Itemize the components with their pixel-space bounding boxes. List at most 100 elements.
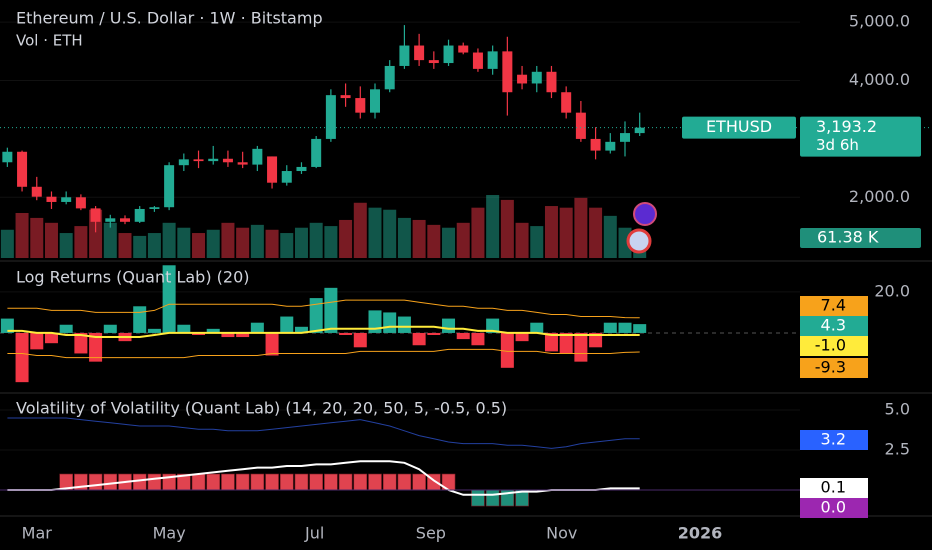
candle-body — [105, 218, 116, 222]
volume-bar — [456, 222, 470, 258]
symbol-box — [682, 116, 796, 139]
histogram-bar — [515, 332, 529, 342]
x-tick-label: Mar — [22, 524, 53, 543]
candle-body — [325, 95, 336, 139]
histogram-bar — [324, 473, 338, 491]
candle-body — [340, 95, 351, 99]
candle-body — [517, 74, 528, 84]
candle-body — [487, 51, 498, 69]
histogram-bar — [589, 332, 603, 348]
histogram-bar — [74, 332, 88, 354]
volume-bar — [162, 222, 176, 258]
candle-body — [46, 196, 57, 202]
volume-bar — [603, 215, 617, 258]
histogram-bar — [89, 332, 103, 362]
histogram-bar — [338, 473, 353, 491]
value-box — [800, 358, 868, 378]
histogram-bar — [339, 332, 353, 335]
volume-bar — [59, 233, 73, 258]
x-tick-label: May — [153, 524, 186, 543]
candle-body — [252, 148, 263, 165]
last-price-label: 3,193.2 — [816, 117, 877, 136]
volume-bar — [0, 229, 14, 258]
pane-title: Log Returns (Quant Lab) (20) — [16, 268, 250, 287]
candle-body — [267, 156, 278, 183]
histogram-bar — [103, 324, 117, 333]
histogram-bar — [397, 473, 412, 491]
symbol-label: ETHUSD — [706, 117, 772, 136]
volume-bar — [397, 217, 411, 258]
histogram-bar — [294, 473, 309, 491]
value-box — [800, 478, 868, 498]
volume-bar — [280, 233, 294, 258]
volume-bar — [309, 222, 323, 258]
x-tick-label: Sep — [416, 524, 446, 543]
volume-bar — [530, 226, 544, 258]
histogram-bar — [412, 332, 426, 346]
candle-body — [605, 141, 616, 151]
histogram-bar — [103, 473, 118, 491]
volume-bar — [192, 233, 206, 258]
chart-title: Ethereum / U.S. Dollar · 1W · Bitstamp — [16, 9, 323, 28]
volume-bar — [221, 222, 235, 258]
volume-bar — [368, 207, 382, 258]
y-tick-label: 5,000.0 — [849, 12, 910, 31]
histogram-bar — [633, 324, 647, 333]
volume-bar — [103, 222, 117, 258]
histogram-bar — [559, 332, 573, 354]
y-tick-label: 5.0 — [885, 400, 910, 419]
histogram-bar — [221, 332, 235, 338]
event-icon[interactable] — [633, 202, 657, 226]
x-tick-label: Nov — [546, 524, 577, 543]
indicator-line — [7, 348, 640, 359]
volume-bar — [44, 222, 58, 258]
candle-body — [370, 89, 380, 113]
event-icon[interactable] — [626, 228, 652, 254]
histogram-bar — [500, 332, 514, 368]
candle-body — [428, 60, 439, 64]
candle-body — [443, 45, 454, 64]
indicator-line — [7, 417, 640, 449]
volume-bar — [515, 222, 529, 258]
y-tick-label: 2.5 — [885, 440, 910, 459]
value-box — [800, 430, 868, 450]
histogram-bar — [544, 332, 558, 352]
x-tick-label: 2026 — [678, 524, 723, 543]
indicator-line — [7, 325, 640, 338]
histogram-bar — [191, 473, 206, 491]
volume-bar — [383, 209, 397, 258]
line-value-label: -9.3 — [815, 358, 846, 377]
volume-bar — [500, 199, 514, 258]
volume-bar — [589, 207, 603, 258]
volume-bar — [427, 224, 441, 258]
candle-body — [399, 45, 410, 66]
candle-body — [384, 65, 395, 90]
volume-bar — [544, 206, 558, 258]
candle-body — [75, 197, 86, 209]
histogram-bar — [383, 312, 397, 333]
candle-body — [472, 52, 483, 69]
candle-body — [208, 158, 219, 162]
volume-bar — [353, 202, 367, 258]
volume-bar — [339, 219, 353, 258]
histogram-bar — [574, 332, 588, 362]
histogram-bar — [368, 310, 382, 333]
volume-bar — [133, 235, 147, 258]
volume-bar — [294, 227, 308, 258]
y-tick-label: 20.0 — [874, 281, 910, 300]
histogram-bar — [309, 298, 323, 333]
candle-body — [458, 45, 469, 53]
histogram-bar — [59, 324, 73, 333]
value-box — [800, 296, 868, 316]
event-icons[interactable] — [626, 202, 657, 254]
volume-label: 61.38 K — [817, 228, 879, 247]
histogram-bar — [221, 473, 235, 491]
histogram-bar — [280, 316, 294, 333]
histogram-bar — [147, 328, 161, 333]
candle-body — [620, 133, 630, 142]
chart-subtitle: Vol · ETH — [16, 32, 83, 50]
histogram-bar — [250, 322, 264, 333]
line-value-label: 3.2 — [821, 430, 846, 449]
histogram-bar — [0, 318, 14, 333]
